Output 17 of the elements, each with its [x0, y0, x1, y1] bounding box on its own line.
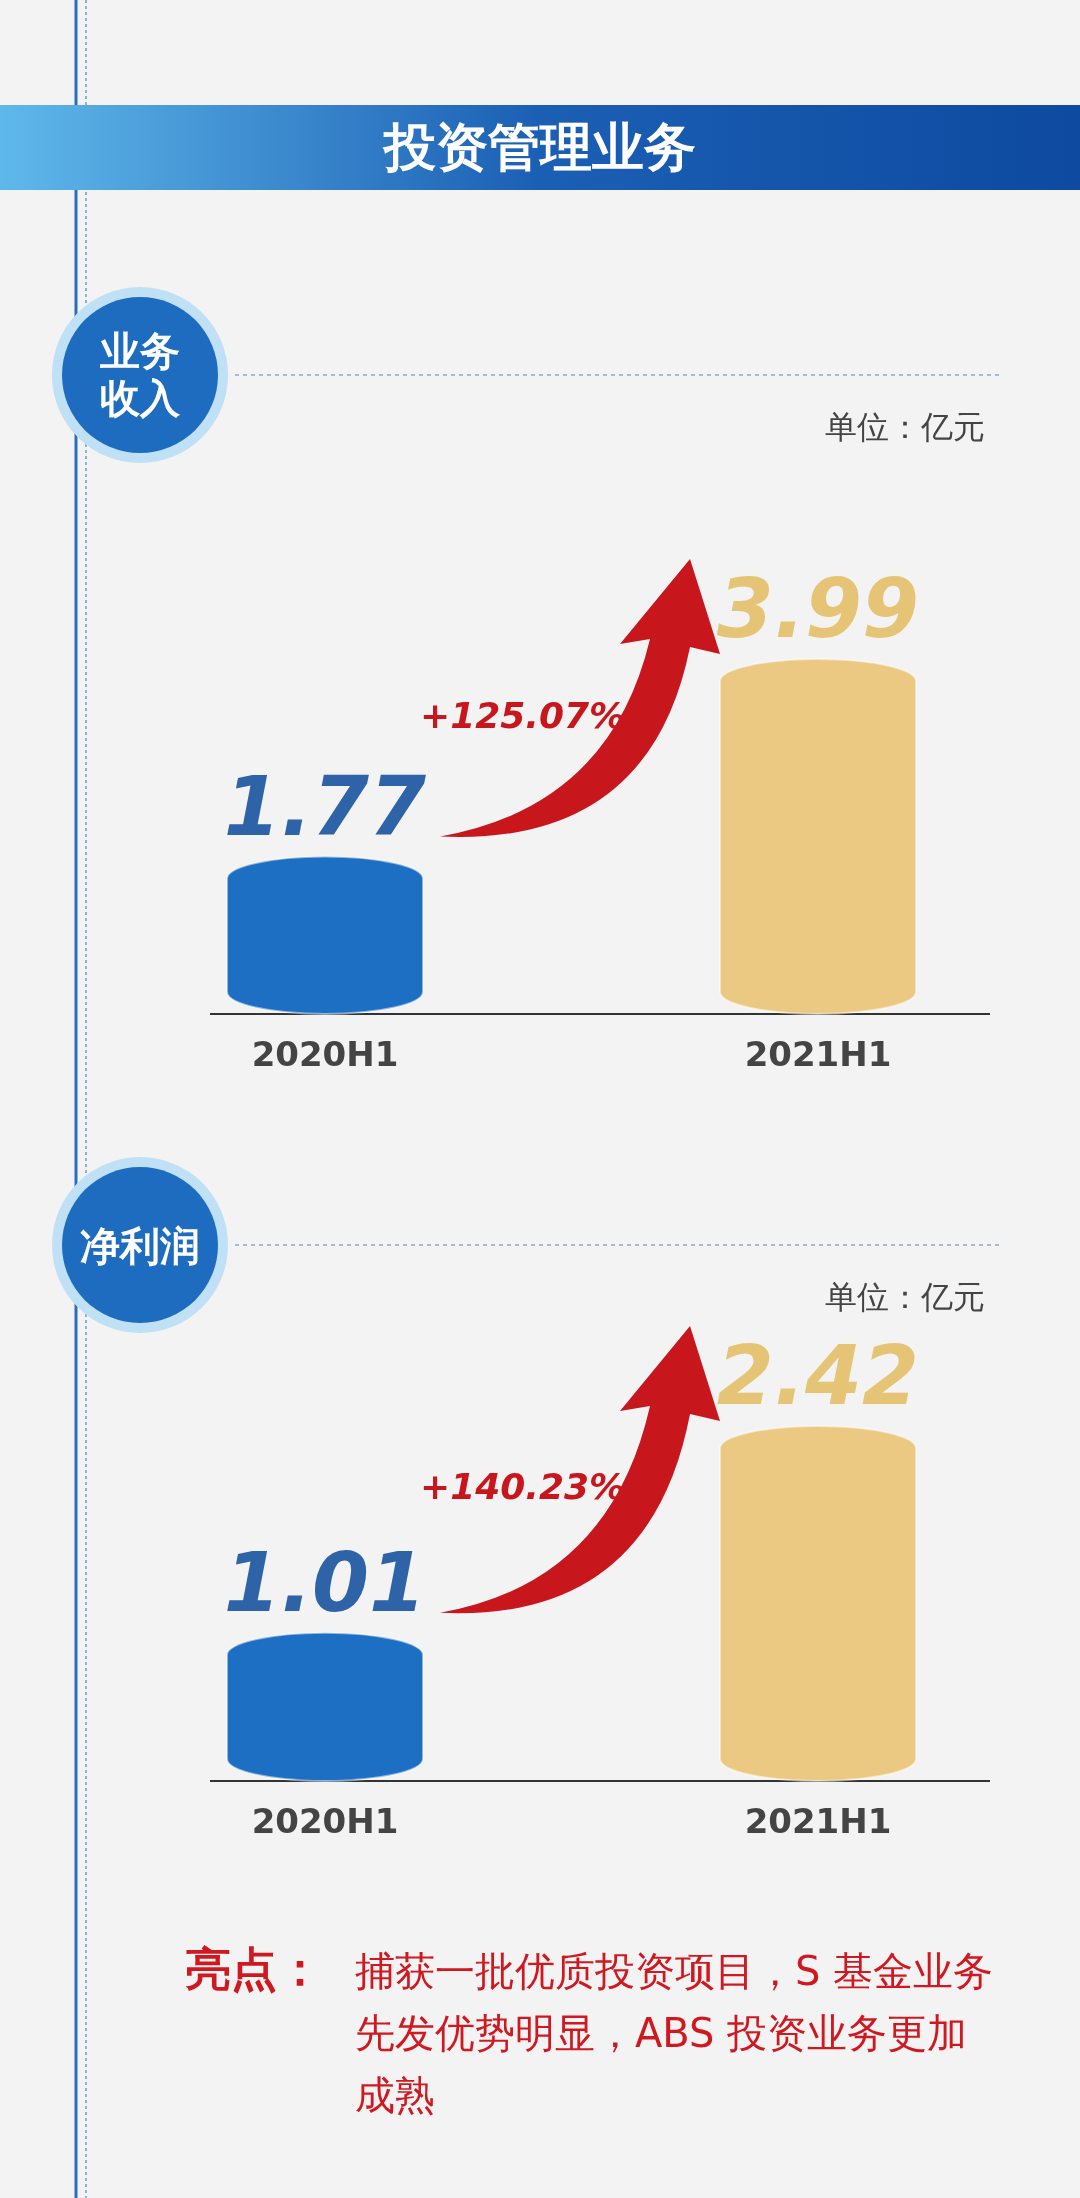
chart-title: 净利润 — [80, 1223, 200, 1269]
text: 单位：亿元 — [825, 408, 985, 446]
data-label: 1.01 — [223, 1534, 427, 1630]
text: 捕获一批优质投资项目，S 基金业务先发优势明显，ABS 投资业务更加成熟 — [355, 1948, 994, 2118]
annotation: +140.23% — [420, 1466, 626, 1508]
x-tick-label: 2020H1 — [251, 1034, 399, 1074]
data-label: 1.77 — [223, 758, 427, 854]
x-tick-label: 2021H1 — [744, 1801, 892, 1841]
x-tick-label: 2020H1 — [251, 1801, 399, 1841]
data-label: 3.99 — [716, 561, 920, 656]
chart-title: 业务收入 — [99, 328, 181, 421]
text: 单位：亿元 — [825, 1278, 985, 1316]
text: 亮点： — [185, 1942, 323, 1996]
x-tick-label: 2021H1 — [744, 1034, 892, 1074]
annotation: +125.07% — [420, 694, 626, 736]
data-label: 2.42 — [716, 1328, 920, 1423]
text: 投资管理业务 — [382, 117, 696, 177]
